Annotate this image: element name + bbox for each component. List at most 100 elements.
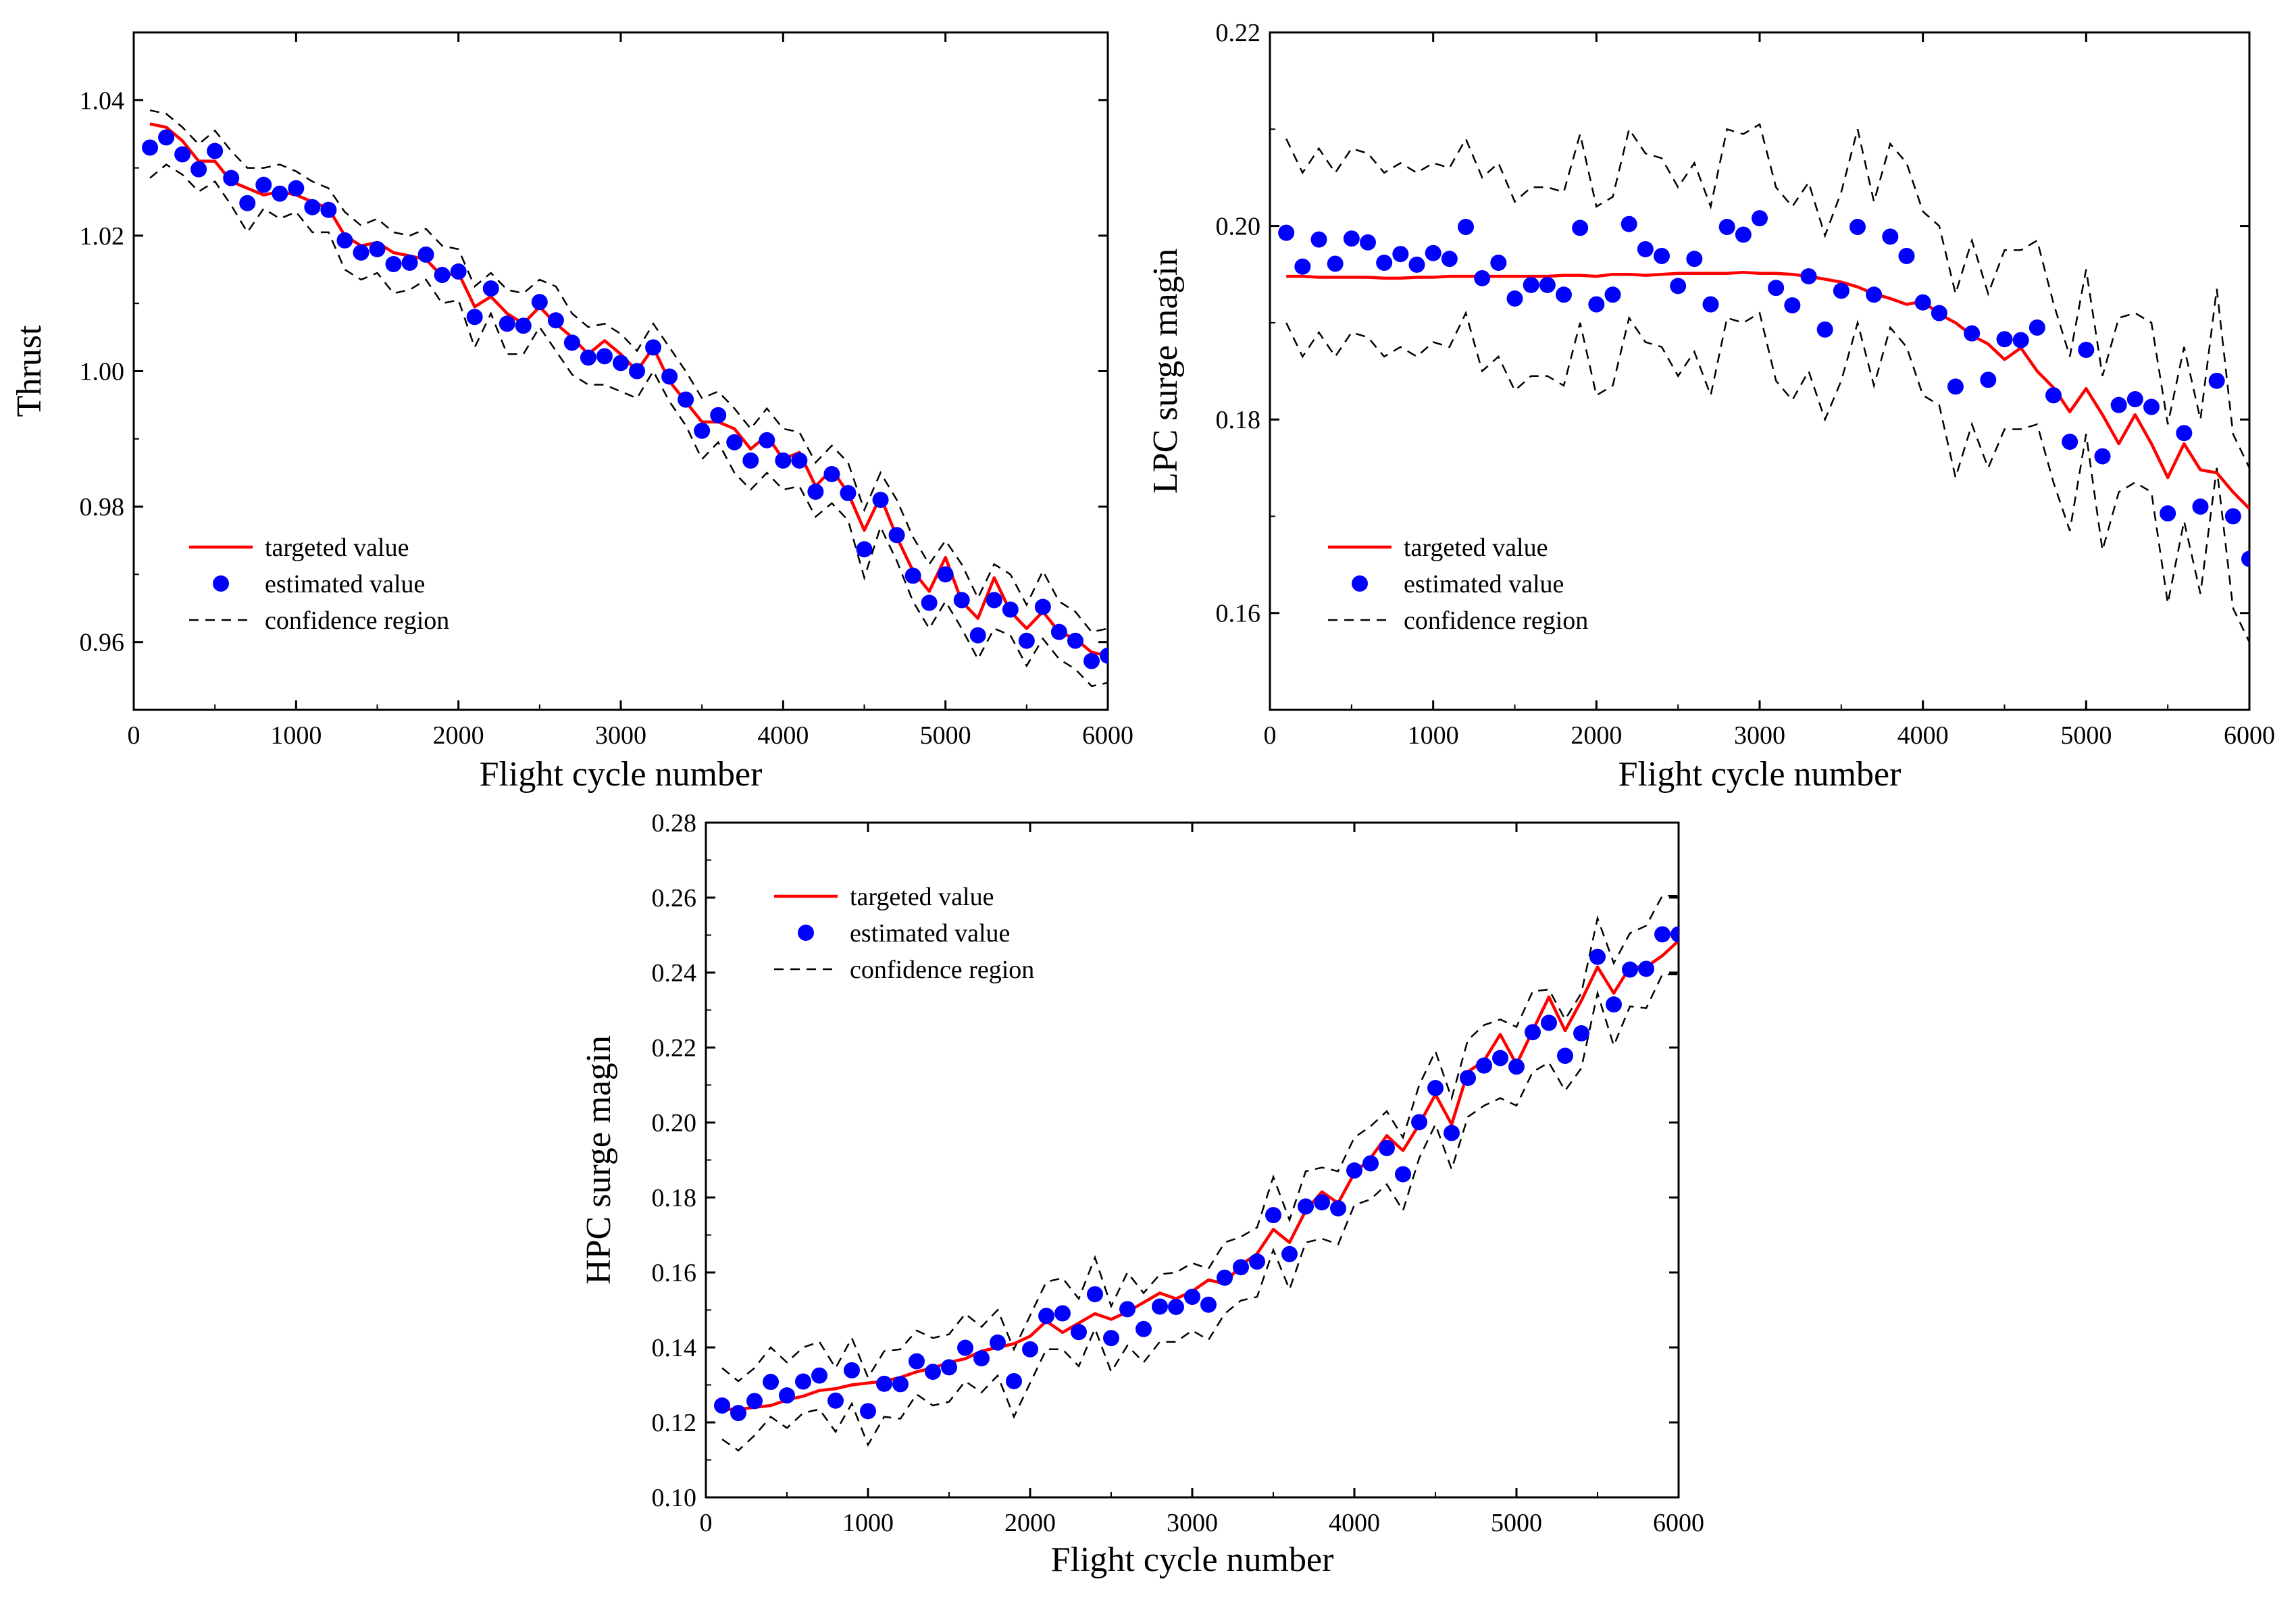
estimated-value-point (1572, 220, 1589, 236)
estimated-value-point (304, 199, 321, 215)
estimated-value-point (1217, 1269, 1233, 1286)
x-tick-label: 2000 (433, 721, 484, 750)
y-axis-title: Thrust (10, 325, 49, 417)
estimated-value-point (909, 1353, 925, 1370)
legend-estimated-swatch (798, 925, 814, 941)
estimated-value-point (1996, 331, 2013, 348)
legend-label: confidence region (1404, 607, 1588, 635)
estimated-value-point (1034, 598, 1051, 615)
legend-estimated-swatch (1352, 575, 1368, 592)
estimated-value-point (1392, 246, 1409, 263)
estimated-value-point (1686, 251, 1703, 267)
estimated-value-point (1071, 1324, 1087, 1341)
x-tick-label: 5000 (920, 721, 971, 750)
estimated-value-point (1411, 1114, 1427, 1131)
estimated-value-point (1784, 297, 1801, 314)
estimated-value-point (2192, 498, 2209, 515)
estimated-value-point (629, 363, 646, 380)
estimated-value-point (791, 452, 808, 469)
estimated-value-point (957, 1339, 973, 1356)
estimated-value-point (2110, 396, 2127, 413)
estimated-value-point (1200, 1296, 1217, 1313)
y-tick-label: 0.10 (652, 1484, 697, 1512)
estimated-value-point (1054, 1305, 1071, 1322)
estimated-value-point (1330, 1200, 1346, 1217)
estimated-value-point (1833, 282, 1849, 299)
x-tick-label: 4000 (757, 721, 809, 750)
x-tick-label: 3000 (1167, 1509, 1218, 1537)
estimated-value-point (645, 339, 662, 356)
estimated-value-point (1168, 1299, 1184, 1316)
estimated-value-point (1152, 1298, 1168, 1315)
estimated-value-point (239, 195, 256, 211)
estimated-value-point (1038, 1308, 1054, 1324)
y-tick-label: 0.24 (652, 959, 697, 987)
estimated-value-point (941, 1359, 957, 1376)
estimated-value-point (2241, 550, 2249, 567)
x-tick-label: 0 (128, 721, 141, 750)
estimated-value-point (1556, 286, 1572, 303)
estimated-value-point (986, 592, 1002, 609)
estimated-value-point (1376, 255, 1393, 272)
estimated-value-point (417, 246, 434, 263)
estimated-value-point (827, 1392, 844, 1409)
estimated-value-point (1702, 296, 1719, 313)
legend-label: estimated value (850, 919, 1010, 948)
estimated-value-point (2062, 434, 2078, 450)
estimated-value-point (892, 1376, 909, 1393)
estimated-value-point (596, 348, 613, 365)
legend: targeted value estimated value confidence … (774, 883, 1034, 984)
y-tick-label: 0.20 (1216, 213, 1261, 241)
estimated-value-point (1964, 325, 1981, 342)
estimated-value-point (1100, 647, 1108, 664)
estimated-value-point (613, 355, 629, 371)
estimated-value-point (2126, 391, 2143, 408)
x-tick-label: 5000 (2060, 721, 2112, 750)
estimated-value-point (953, 592, 970, 609)
estimated-value-point (726, 434, 743, 450)
x-tick-label: 0 (1264, 721, 1277, 750)
y-axis-title: LPC surge magin (1146, 249, 1185, 494)
estimated-value-point (1408, 256, 1425, 273)
estimated-value-point (2208, 372, 2225, 389)
estimated-value-point (1654, 247, 1670, 264)
x-tick-label: 1000 (270, 721, 322, 750)
estimated-value-point (1119, 1301, 1136, 1318)
estimated-value-point (710, 407, 727, 423)
confidence-upper-line (721, 894, 1679, 1383)
estimated-value-point (1018, 632, 1035, 649)
estimated-value-point (1980, 371, 1997, 388)
estimated-value-point (876, 1375, 892, 1392)
estimated-value-point (714, 1397, 730, 1414)
estimated-value-point (563, 334, 580, 351)
estimated-value-point (1557, 1048, 1573, 1064)
estimated-value-point (1460, 1069, 1476, 1086)
y-tick-label: 1.04 (80, 86, 125, 115)
estimated-value-point (2029, 319, 2045, 336)
x-tick-label: 5000 (1491, 1509, 1542, 1537)
estimated-value-point (1314, 1194, 1330, 1211)
estimated-value-point (779, 1387, 795, 1404)
estimated-value-point (763, 1374, 779, 1391)
estimated-value-point (1637, 240, 1654, 257)
x-axis-title: Flight cycle number (1051, 1541, 1334, 1579)
estimated-value-point (401, 255, 418, 272)
estimated-value-point (531, 294, 548, 311)
estimated-value-point (353, 244, 369, 261)
estimated-value-point (2224, 508, 2241, 525)
estimated-value-point (807, 484, 824, 500)
y-tick-label: 0.96 (80, 629, 125, 657)
estimated-value-point (937, 566, 954, 583)
estimated-value-point (1184, 1289, 1200, 1306)
estimated-value-point (1735, 226, 1752, 243)
estimated-value-point (759, 432, 775, 448)
estimated-value-point (1621, 215, 1637, 232)
estimated-value-point (1083, 652, 1100, 669)
estimated-value-point (1425, 244, 1442, 261)
estimated-value-point (742, 452, 759, 469)
estimated-value-point (661, 368, 678, 385)
estimated-value-point (1310, 231, 1327, 248)
estimated-value-point (2045, 387, 2062, 404)
estimated-value-point (1539, 276, 1556, 293)
y-tick-label: 1.00 (80, 358, 125, 386)
